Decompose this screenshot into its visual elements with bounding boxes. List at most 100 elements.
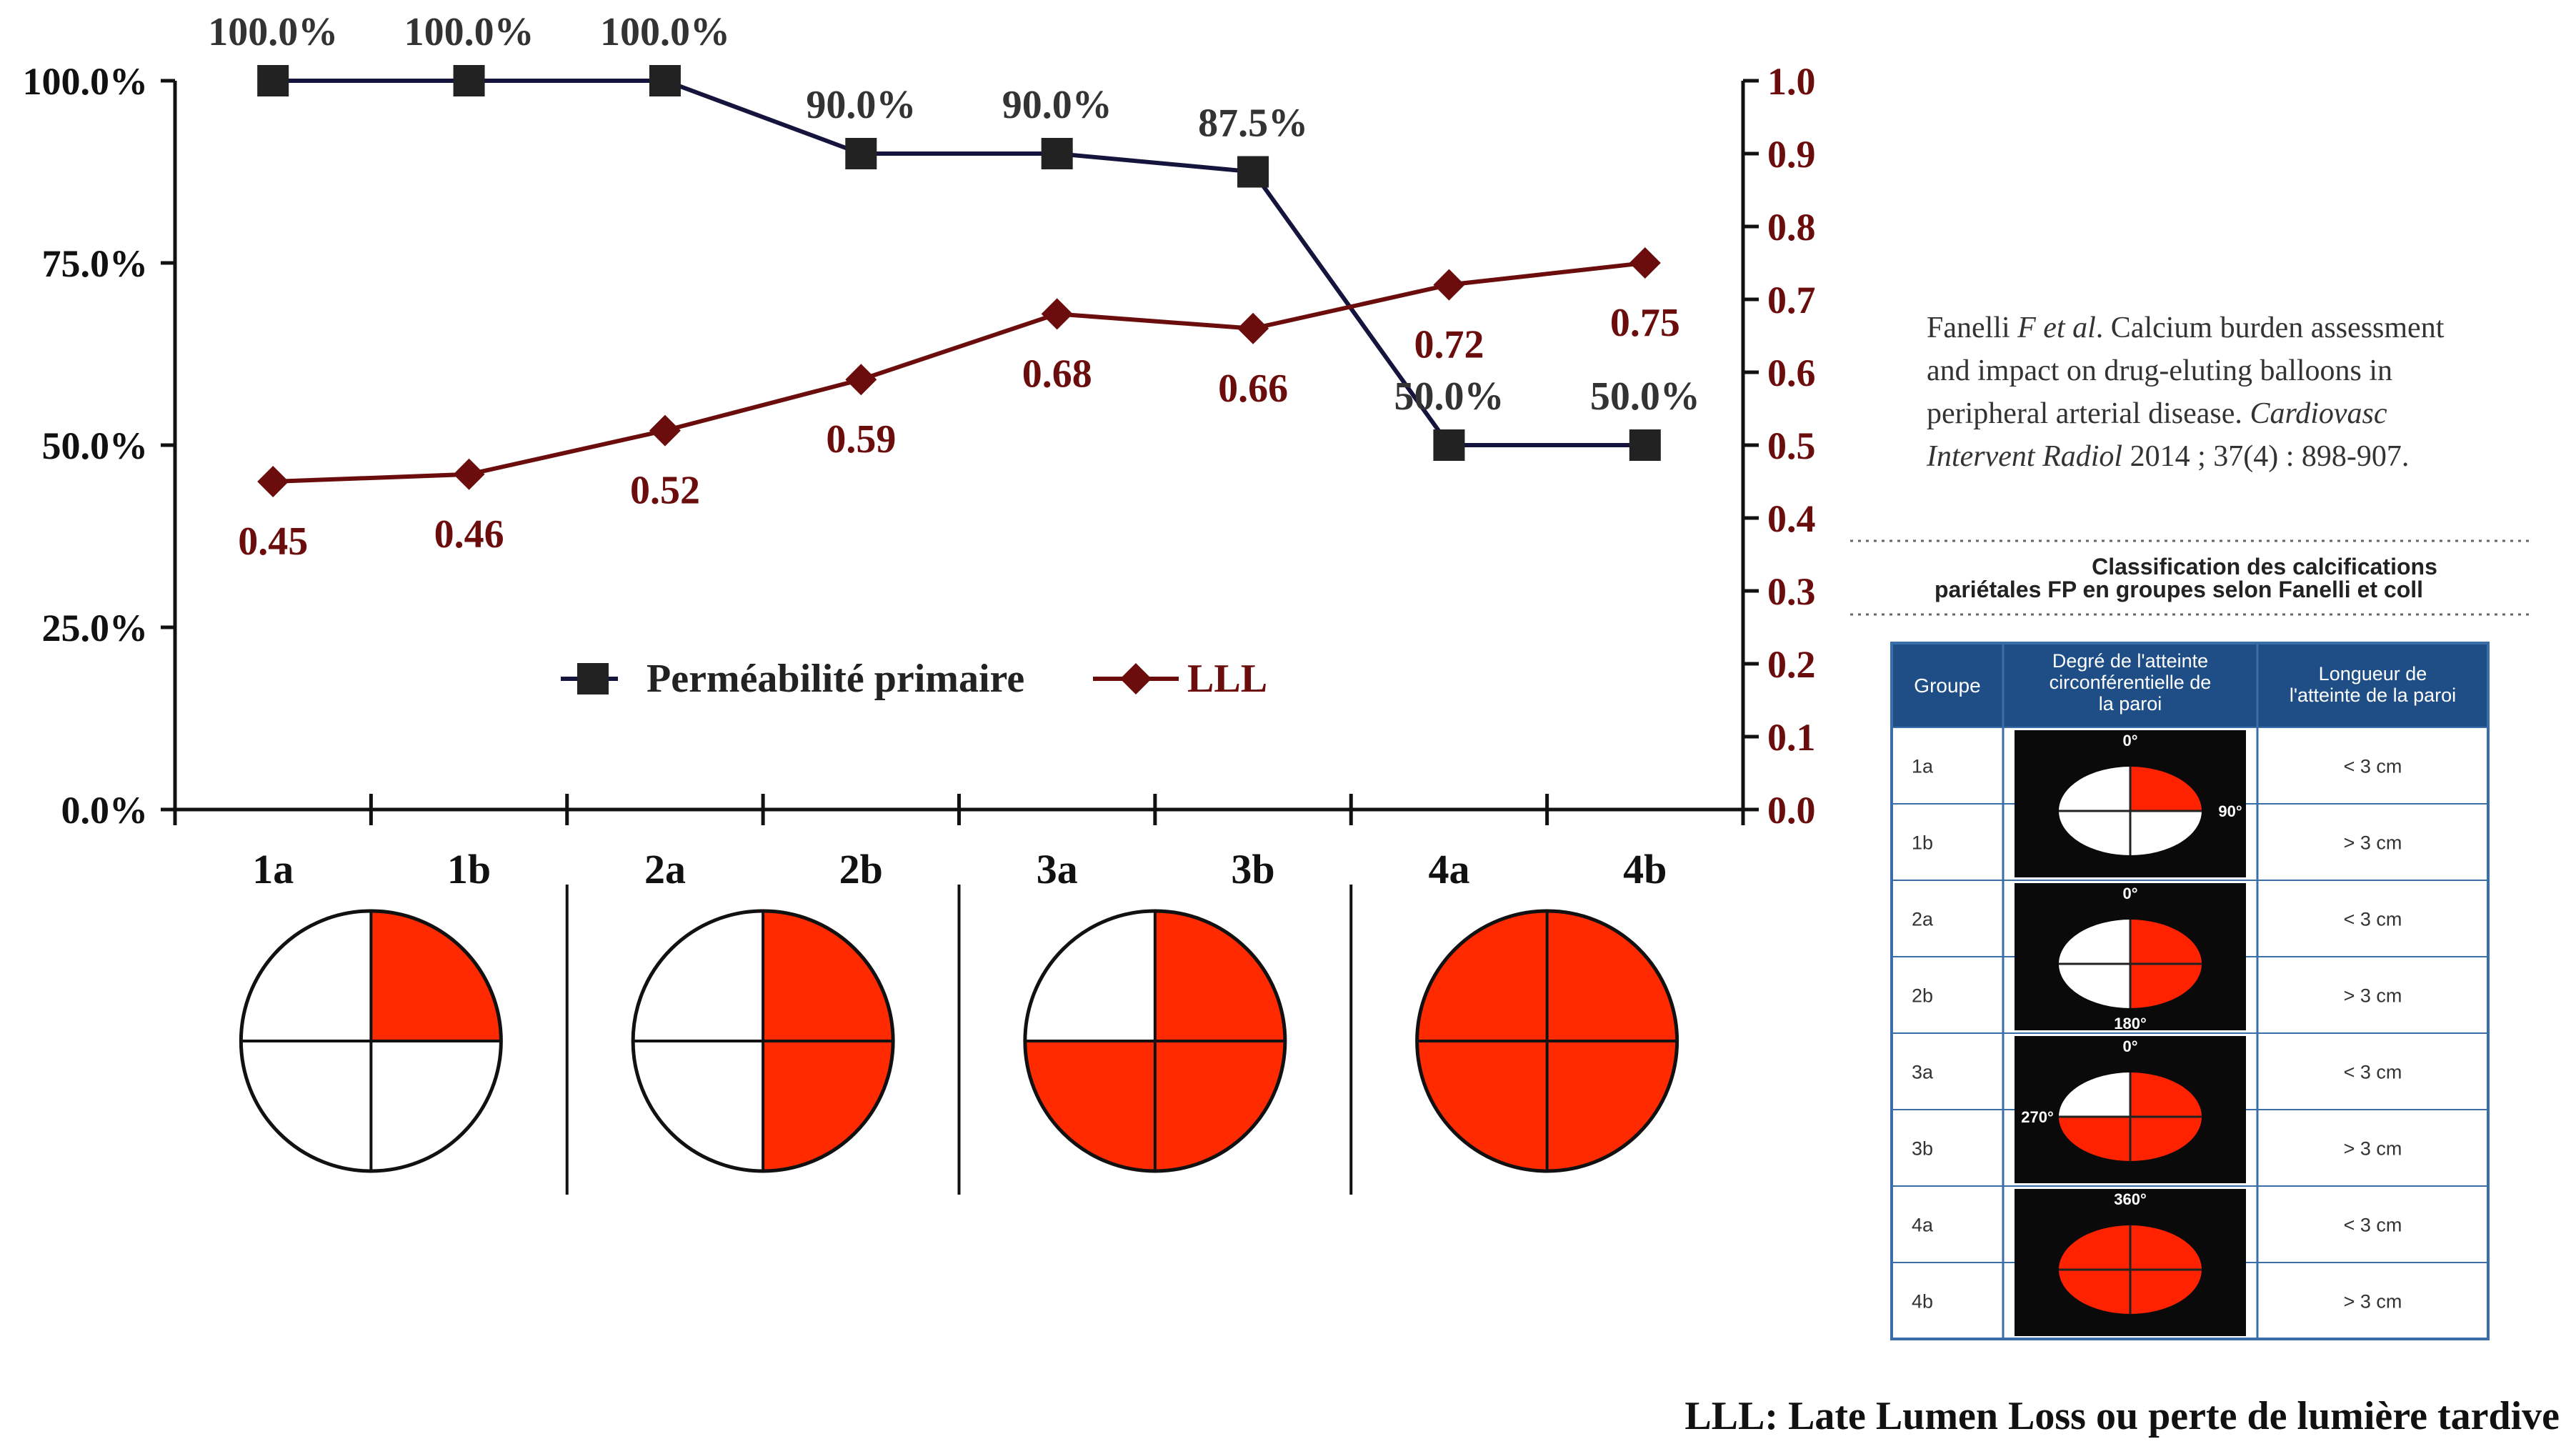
ellipse-quadrant — [2130, 1117, 2202, 1161]
right-axis-tick-labels: 0.0 0.1 0.2 0.3 0.4 0.5 0.6 0.7 0.8 0.9 1.0 — [1767, 60, 1816, 832]
x-axis-category-label: 1a — [252, 846, 294, 892]
permeabilite-data-label: 90.0% — [1002, 83, 1112, 127]
footnote-lll-definition: LLL: Late Lumen Loss ou perte de lumière… — [1684, 1394, 2560, 1438]
permeabilite-data-label: 90.0% — [806, 83, 916, 127]
legend-square-marker — [577, 663, 609, 694]
table-header-length: Longueur de — [2319, 663, 2427, 684]
right-axis-tick-label: 0.8 — [1767, 206, 1816, 249]
circle-quadrant — [1024, 911, 1155, 1041]
group-separators — [565, 885, 1353, 1195]
ellipse-quadrant — [2059, 811, 2130, 855]
ellipse-quadrant — [2059, 767, 2130, 811]
right-axis-tick-label: 1.0 — [1767, 60, 1816, 103]
lll-data-label: 0.72 — [1414, 323, 1484, 367]
table-cell-group: 3a — [1912, 1062, 1934, 1083]
lll-data-label: 0.52 — [630, 469, 700, 513]
left-axis-tick-label: 50.0% — [42, 424, 149, 467]
series-line-lll — [273, 261, 1646, 484]
circle-quadrant — [371, 1041, 501, 1171]
degree-label: 360° — [2114, 1190, 2147, 1208]
lll-diamond-marker — [649, 414, 681, 447]
circle-quadrant — [633, 911, 764, 1041]
right-axis-tick-label: 0.6 — [1767, 352, 1816, 394]
degree-label: 0° — [2122, 885, 2137, 902]
lll-data-label: 0.75 — [1610, 301, 1680, 345]
degree-label: 90° — [2218, 802, 2242, 820]
ellipse-quadrant — [2130, 1270, 2202, 1314]
permeabilite-square-marker — [845, 138, 877, 169]
x-axis-category-label: 3b — [1231, 846, 1274, 892]
permeabilite-square-marker — [649, 65, 681, 96]
lll-diamond-marker — [1237, 312, 1269, 344]
circle-quadrant — [763, 911, 894, 1041]
lll-diamond-marker — [1041, 298, 1073, 330]
ellipse-quadrant — [2059, 1225, 2130, 1270]
x-axis-category-labels: 1a 1b 2a 2b 3a 3b 4a 4b — [252, 846, 1667, 892]
legend-diamond-marker — [1120, 663, 1152, 694]
legend-label-permeabilite: Perméabilité primaire — [647, 657, 1024, 701]
circle-quadrant — [241, 1041, 371, 1171]
left-axis-tick-label: 25.0% — [42, 607, 149, 649]
x-axis-category-label: 3a — [1037, 846, 1078, 892]
permeabilite-data-label: 100.0% — [404, 10, 534, 54]
permeabilite-square-marker — [1041, 138, 1073, 169]
table-header-length: l'atteinte de la paroi — [2290, 684, 2456, 706]
lll-diamond-marker — [1433, 269, 1465, 301]
x-axis-category-label: 1b — [447, 846, 491, 892]
citation-line-2: and impact on drug-eluting balloons in — [1927, 354, 2392, 387]
left-axis-tick-label: 75.0% — [42, 242, 149, 285]
permeabilite-square-marker — [1629, 429, 1661, 461]
right-axis-tick-label: 0.9 — [1767, 133, 1816, 176]
permeabilite-square-marker — [1237, 156, 1269, 188]
lll-diamond-marker — [257, 466, 289, 497]
table-cell-length: > 3 cm — [2344, 985, 2402, 1007]
ellipse-quadrant — [2130, 920, 2202, 964]
table-header-degree: la paroi — [2099, 693, 2162, 714]
classification-title-line-2: pariétales FP en groupes selon Fanelli e… — [1935, 577, 2423, 602]
table-cell-group: 1b — [1912, 832, 1933, 854]
table-cell-length: > 3 cm — [2344, 1291, 2402, 1313]
lll-diamond-marker — [1629, 247, 1661, 279]
lll-data-label: 0.66 — [1218, 367, 1288, 411]
degree-label: 180° — [2114, 1015, 2147, 1032]
table-cell-group: 1a — [1912, 756, 1934, 777]
table-outer-border — [1890, 642, 2490, 1340]
citation-line-3: peripheral arterial disease. Cardiovasc — [1927, 397, 2387, 430]
left-axis-tick-label: 0.0% — [61, 789, 149, 832]
lll-data-label: 0.45 — [238, 519, 308, 564]
table-cell-group: 3b — [1912, 1138, 1933, 1160]
ellipse-quadrant — [2059, 964, 2130, 1008]
right-axis-tick-label: 0.1 — [1767, 716, 1816, 759]
right-axis-tick-label: 0.0 — [1767, 789, 1816, 832]
ellipse-quadrant — [2130, 811, 2202, 855]
lll-diamond-marker — [453, 458, 485, 490]
table-cell-length: < 3 cm — [2344, 1215, 2402, 1236]
left-axis-tick-labels: 0.0% 25.0% 50.0% 75.0% 100.0% — [23, 60, 149, 832]
series-markers — [257, 65, 1661, 497]
permeabilite-data-label: 100.0% — [600, 10, 730, 54]
table-cell-length: > 3 cm — [2344, 832, 2402, 854]
right-axis-tick-label: 0.7 — [1767, 279, 1816, 322]
ellipse-quadrant — [2059, 920, 2130, 964]
table-header-degree: circonférentielle de — [2050, 672, 2212, 693]
ellipse-quadrant — [2130, 767, 2202, 811]
table-cell-group: 2a — [1912, 909, 1934, 930]
permeabilite-data-label: 50.0% — [1394, 374, 1504, 419]
ellipse-quadrant — [2059, 1270, 2130, 1314]
x-axis-category-label: 2a — [644, 846, 686, 892]
x-axis-category-label: 2b — [839, 846, 883, 892]
legend-label-lll: LLL — [1187, 657, 1267, 701]
circle-quadrant — [1547, 911, 1677, 1041]
circle-quadrant — [633, 1041, 764, 1171]
circle-quadrant — [241, 911, 371, 1041]
table-cell-length: < 3 cm — [2344, 756, 2402, 777]
citation-line-4: Intervent Radiol 2014 ; 37(4) : 898-907. — [1926, 440, 2409, 473]
table-cell-group: 4a — [1912, 1215, 1934, 1236]
permeabilite-square-marker — [257, 65, 289, 96]
citation-line-1: Fanelli F et al. Calcium burden assessme… — [1927, 312, 2445, 344]
permeabilite-data-label: 100.0% — [208, 10, 338, 54]
table-header-groupe: Groupe — [1914, 674, 1980, 697]
degree-label: 0° — [2122, 1037, 2137, 1055]
lll-data-label: 0.59 — [826, 417, 896, 462]
